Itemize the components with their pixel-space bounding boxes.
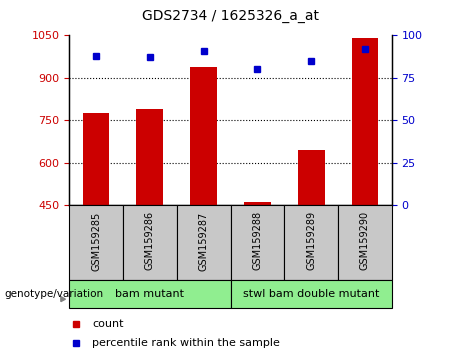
Text: percentile rank within the sample: percentile rank within the sample [92, 338, 280, 348]
Bar [69, 280, 230, 308]
Bar [351, 38, 378, 205]
Text: GDS2734 / 1625326_a_at: GDS2734 / 1625326_a_at [142, 9, 319, 23]
Bar [244, 202, 271, 205]
Bar [284, 205, 338, 280]
Text: GSM159286: GSM159286 [145, 211, 155, 270]
Bar [338, 205, 392, 280]
Bar [230, 205, 284, 280]
Text: stwl bam double mutant: stwl bam double mutant [243, 289, 379, 299]
Text: count: count [92, 319, 124, 329]
Bar [298, 150, 325, 205]
Text: genotype/variation: genotype/variation [5, 289, 104, 299]
Text: GSM159290: GSM159290 [360, 211, 370, 270]
Text: bam mutant: bam mutant [115, 289, 184, 299]
Bar [230, 280, 392, 308]
Bar [190, 67, 217, 205]
Bar [83, 113, 109, 205]
Text: GSM159288: GSM159288 [252, 211, 262, 270]
Bar [69, 205, 123, 280]
Text: GSM159287: GSM159287 [199, 211, 209, 270]
Polygon shape [61, 297, 65, 302]
Text: GSM159285: GSM159285 [91, 211, 101, 270]
Bar [123, 205, 177, 280]
Bar [177, 205, 230, 280]
Text: GSM159289: GSM159289 [306, 211, 316, 270]
Bar [136, 109, 163, 205]
